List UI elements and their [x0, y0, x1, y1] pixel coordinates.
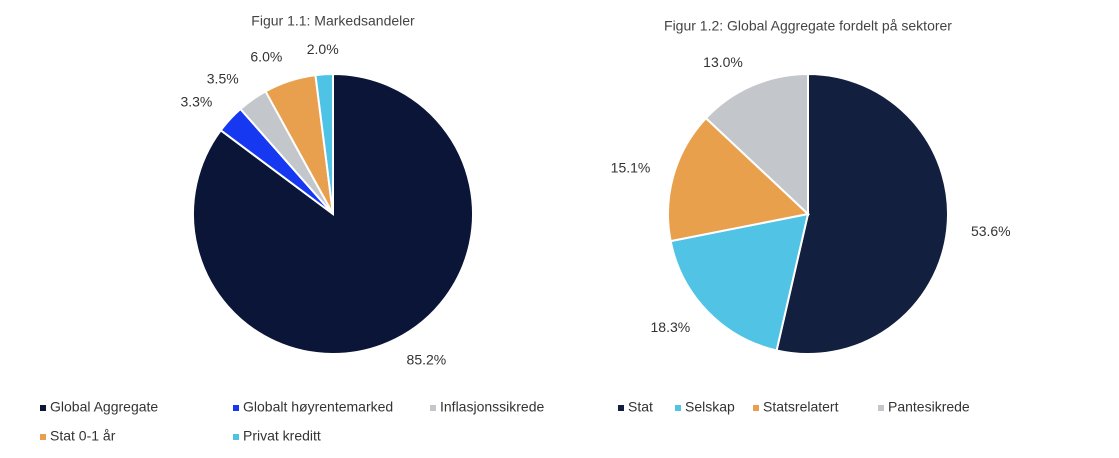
legend-marker — [233, 405, 239, 411]
chart-title: Figur 1.2: Global Aggregate fordelt på s… — [664, 18, 952, 34]
data-label: 6.0% — [250, 49, 282, 65]
legend-label: Stat — [628, 399, 653, 415]
pie-slice — [775, 72, 949, 355]
pie-slice — [314, 72, 334, 215]
legend-marker — [233, 434, 239, 440]
data-label: 85.2% — [407, 351, 447, 367]
pie-slice — [669, 212, 810, 352]
legend-label: Selskap — [685, 399, 735, 415]
legend-label: Privat kreditt — [243, 428, 321, 444]
pie-slice — [667, 116, 811, 243]
legend-marker — [430, 405, 436, 411]
legend-marker — [40, 434, 46, 440]
chart-title: Figur 1.1: Markedsandeler — [251, 13, 415, 29]
legend-marker — [878, 405, 884, 411]
data-label: 15.1% — [611, 159, 651, 175]
legend-label: Statsrelatert — [763, 399, 839, 415]
data-label: 18.3% — [651, 319, 691, 335]
legend-label: Global Aggregate — [50, 399, 158, 415]
legend-label: Stat 0-1 år — [50, 428, 116, 444]
legend-label: Pantesikrede — [888, 399, 970, 415]
data-label: 3.5% — [207, 71, 239, 87]
legend-marker — [675, 405, 681, 411]
legend-label: Inflasjonssikrede — [440, 399, 544, 415]
legend-label: Globalt høyrentemarked — [243, 399, 393, 415]
data-label: 2.0% — [307, 41, 339, 57]
legend-marker — [618, 405, 624, 411]
pie-slice — [704, 72, 809, 217]
data-label: 13.0% — [703, 54, 743, 70]
legend-marker — [753, 405, 759, 411]
data-label: 3.3% — [180, 94, 212, 110]
data-label: 53.6% — [971, 223, 1011, 239]
legend-marker — [40, 405, 46, 411]
